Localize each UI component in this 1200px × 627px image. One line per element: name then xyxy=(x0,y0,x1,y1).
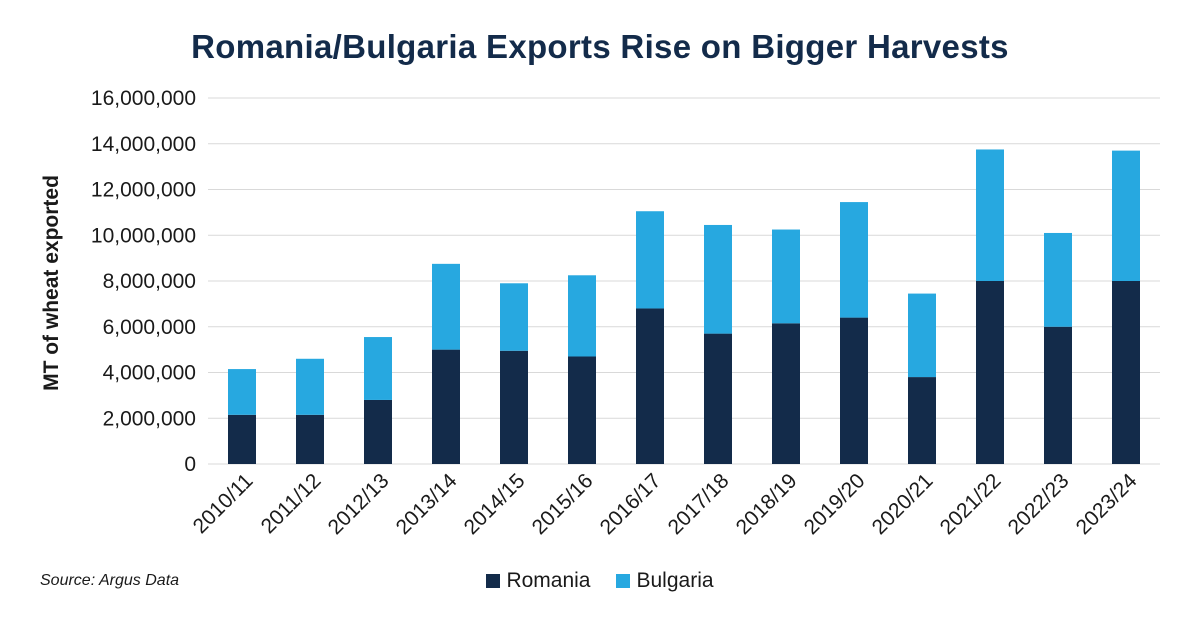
bar-bulgaria-2019-20 xyxy=(840,202,868,318)
x-tick-label: 2014/15 xyxy=(460,469,530,539)
bar-bulgaria-2013-14 xyxy=(432,263,460,350)
bar-romania-2011-12 xyxy=(296,414,324,464)
x-tick-label: 2015/16 xyxy=(528,469,598,539)
x-tick-label: 2021/22 xyxy=(936,469,1006,539)
bar-romania-2020-21 xyxy=(908,377,936,464)
x-tick-label: 2022/23 xyxy=(1004,469,1074,539)
bar-bulgaria-2012-13 xyxy=(364,337,392,400)
x-tick-label: 2019/20 xyxy=(800,469,870,539)
bar-bulgaria-2020-21 xyxy=(908,293,936,378)
bar-romania-2014-15 xyxy=(500,350,528,464)
chart-title: Romania/Bulgaria Exports Rise on Bigger … xyxy=(191,28,1009,65)
grid-lines xyxy=(208,97,1160,465)
y-tick-label: 4,000,000 xyxy=(103,362,196,385)
bar-romania-2010-11 xyxy=(228,414,256,464)
y-tick-label: 16,000,000 xyxy=(91,87,196,110)
y-tick-label: 12,000,000 xyxy=(91,179,196,202)
legend-item-bulgaria: Bulgaria xyxy=(616,569,714,593)
legend-swatch-romania xyxy=(486,574,501,588)
bar-romania-2016-17 xyxy=(636,308,664,464)
legend-swatch-bulgaria xyxy=(616,574,631,588)
legend-item-romania: Romania xyxy=(486,569,590,593)
bar-bulgaria-2016-17 xyxy=(636,211,664,309)
x-tick-label: 2010/11 xyxy=(189,469,258,538)
y-tick-label: 2,000,000 xyxy=(103,407,196,430)
bar-romania-2017-18 xyxy=(704,333,732,464)
bar-romania-2015-16 xyxy=(568,356,596,464)
bar-bulgaria-2015-16 xyxy=(568,275,596,357)
x-tick-label: 2023/24 xyxy=(1072,469,1142,539)
bar-bulgaria-2014-15 xyxy=(500,283,528,351)
bars xyxy=(228,149,1140,464)
legend: Romania Bulgaria xyxy=(0,569,1200,593)
legend-label-bulgaria: Bulgaria xyxy=(636,569,714,592)
y-tick-label: 10,000,000 xyxy=(91,224,196,247)
source-note: Source: Argus Data xyxy=(40,572,180,589)
x-axis-ticks: 2010/11 2011/122012/132013/142014/152015/… xyxy=(189,469,1142,539)
x-tick-label: 2020/21 xyxy=(868,469,938,539)
bar-bulgaria-2018-19 xyxy=(772,229,800,324)
bar-romania-2021-22 xyxy=(976,281,1004,464)
bar-bulgaria-2021-22 xyxy=(976,149,1004,281)
bar-bulgaria-2017-18 xyxy=(704,224,732,334)
y-tick-label: 14,000,000 xyxy=(91,133,196,156)
bar-romania-2023-24 xyxy=(1112,281,1140,464)
x-tick-label: 2012/13 xyxy=(324,469,394,539)
bar-bulgaria-2011-12 xyxy=(296,358,324,415)
x-tick-label: 2018/19 xyxy=(732,469,802,539)
legend-label-romania: Romania xyxy=(506,569,591,592)
y-axis-ticks: 0 2,000,000 4,000,000 6,000,000 8,000,000 10,… xyxy=(91,87,196,476)
x-tick-label: 2011/12 xyxy=(257,469,326,538)
x-tick-label: 2017/18 xyxy=(664,469,734,539)
bar-romania-2022-23 xyxy=(1044,326,1072,464)
y-tick-label: 0 xyxy=(184,453,196,476)
bar-bulgaria-2023-24 xyxy=(1112,150,1140,281)
bar-romania-2019-20 xyxy=(840,317,868,464)
bar-romania-2012-13 xyxy=(364,399,392,464)
bar-bulgaria-2010-11 xyxy=(228,369,256,415)
bar-romania-2018-19 xyxy=(772,323,800,464)
y-tick-label: 8,000,000 xyxy=(103,270,196,293)
bar-romania-2013-14 xyxy=(432,349,460,464)
y-tick-label: 6,000,000 xyxy=(103,316,196,339)
x-tick-label: 2016/17 xyxy=(596,469,666,539)
y-axis-title: MT of wheat exported xyxy=(40,175,63,391)
x-tick-label: 2013/14 xyxy=(392,469,462,539)
bar-bulgaria-2022-23 xyxy=(1044,232,1072,327)
